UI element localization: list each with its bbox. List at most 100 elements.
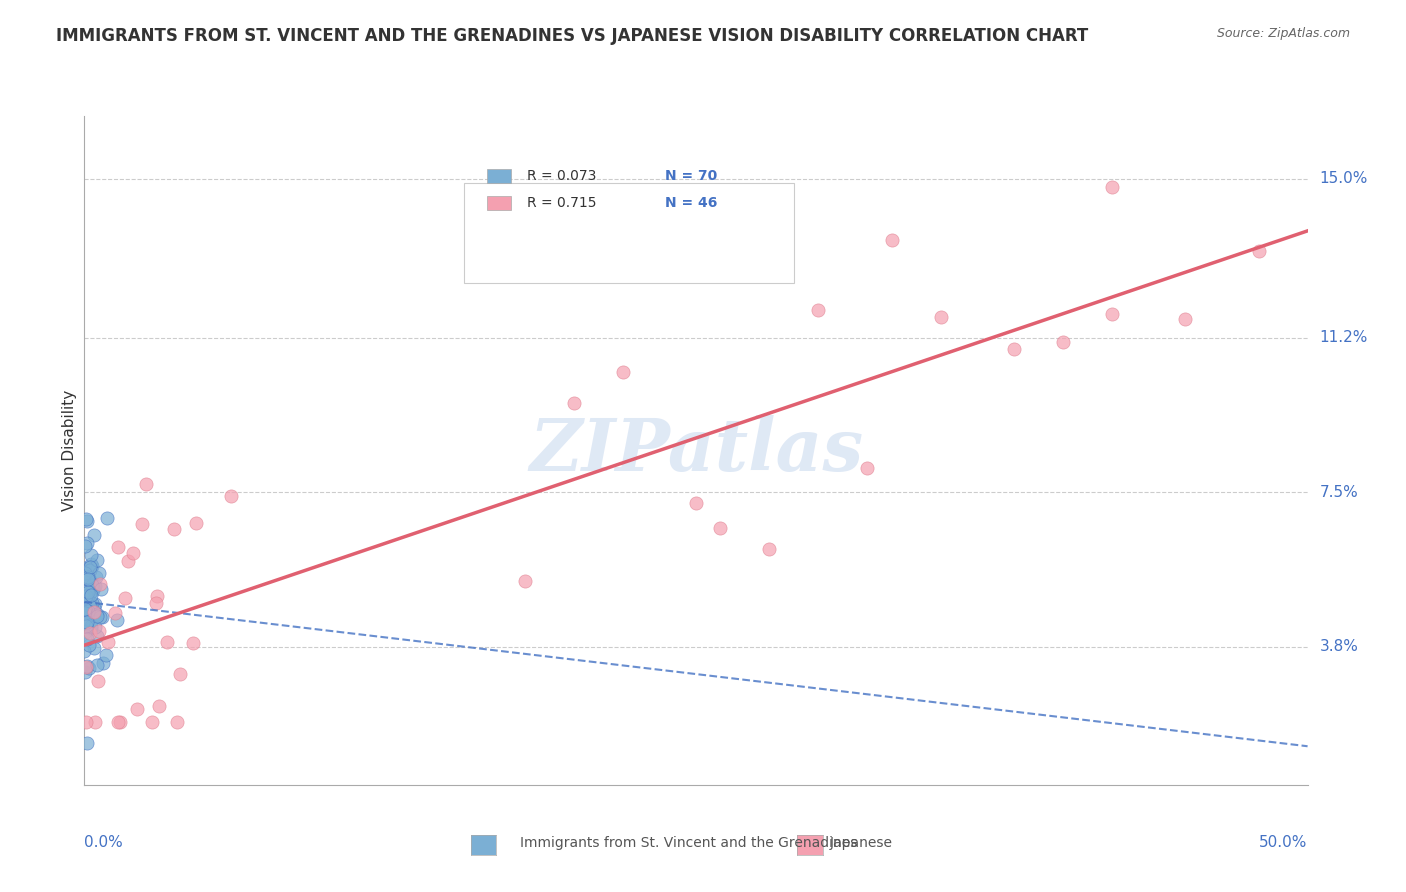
Point [75, 665, 97, 680]
Text: N = 70: N = 70 [665, 169, 717, 183]
Point [513, 574, 536, 588]
Point [80, 557, 103, 571]
Point [1174, 311, 1197, 326]
Text: Japanese: Japanese [830, 836, 893, 850]
Point [114, 591, 136, 605]
Point [97, 635, 120, 649]
Point [86, 552, 108, 566]
Point [79, 606, 101, 620]
Point [79, 586, 101, 600]
Point [80, 596, 103, 610]
Point [1247, 244, 1270, 259]
Point [86, 657, 108, 672]
Point [73, 624, 96, 639]
Point [75, 598, 97, 612]
Point [80, 559, 103, 574]
Point [181, 635, 204, 649]
Text: 50.0%: 50.0% [1260, 835, 1308, 850]
Point [96, 511, 118, 525]
Point [89, 577, 111, 591]
Point [75, 590, 97, 604]
Text: 3.8%: 3.8% [1320, 640, 1358, 655]
FancyBboxPatch shape [486, 169, 512, 183]
Point [76, 659, 98, 673]
Point [75, 604, 97, 618]
Text: R = 0.073: R = 0.073 [527, 169, 596, 183]
Point [73, 566, 96, 581]
Text: N = 46: N = 46 [665, 196, 718, 210]
Point [108, 715, 131, 730]
Point [82, 581, 104, 595]
Point [75, 601, 97, 615]
Point [77, 585, 100, 599]
Point [80, 588, 103, 602]
Point [94, 648, 117, 662]
Point [84, 597, 107, 611]
Point [146, 589, 169, 603]
Text: 11.2%: 11.2% [1320, 330, 1368, 345]
Point [131, 516, 153, 531]
Point [83, 601, 105, 615]
Point [856, 460, 879, 475]
Point [83, 641, 105, 656]
Point [219, 489, 242, 503]
Point [76, 736, 98, 750]
Point [125, 702, 148, 716]
Point [73, 612, 96, 626]
Point [148, 698, 170, 713]
Point [76, 584, 98, 599]
Point [87, 673, 110, 688]
Point [76, 572, 98, 586]
Point [80, 578, 103, 592]
Point [135, 477, 157, 491]
Point [77, 661, 100, 675]
Point [90, 582, 112, 597]
Point [73, 601, 96, 615]
Point [80, 619, 103, 633]
Point [77, 587, 100, 601]
Point [83, 578, 105, 592]
Text: IMMIGRANTS FROM ST. VINCENT AND THE GRENADINES VS JAPANESE VISION DISABILITY COR: IMMIGRANTS FROM ST. VINCENT AND THE GREN… [56, 27, 1088, 45]
Point [82, 583, 104, 598]
Point [73, 561, 96, 575]
Point [73, 644, 96, 658]
Point [77, 604, 100, 618]
Point [117, 554, 139, 568]
Text: 7.5%: 7.5% [1320, 484, 1358, 500]
Point [79, 599, 101, 613]
Point [89, 609, 111, 624]
Point [77, 638, 100, 652]
Point [807, 302, 830, 317]
Y-axis label: Vision Disability: Vision Disability [62, 390, 77, 511]
Text: Immigrants from St. Vincent and the Grenadines: Immigrants from St. Vincent and the Gren… [520, 836, 858, 850]
Text: 15.0%: 15.0% [1320, 171, 1368, 186]
Point [107, 715, 129, 730]
Point [86, 629, 108, 643]
Text: R = 0.715: R = 0.715 [527, 196, 596, 210]
Text: 0.0%: 0.0% [84, 835, 124, 850]
Point [76, 596, 98, 610]
FancyBboxPatch shape [486, 196, 512, 210]
Point [75, 618, 97, 632]
Point [1101, 307, 1123, 321]
Point [105, 613, 128, 627]
Point [76, 570, 98, 584]
Point [86, 570, 108, 584]
Point [122, 546, 145, 560]
Point [90, 610, 112, 624]
Point [141, 715, 163, 730]
Point [76, 615, 98, 630]
Point [75, 715, 97, 730]
Point [79, 573, 101, 587]
Point [79, 559, 101, 574]
Point [73, 539, 96, 553]
Point [166, 715, 188, 730]
Point [104, 606, 127, 620]
Point [79, 563, 101, 577]
Point [145, 596, 167, 610]
Point [76, 511, 98, 525]
Point [83, 715, 105, 730]
Point [75, 589, 97, 603]
Point [75, 583, 97, 598]
Point [76, 535, 98, 549]
